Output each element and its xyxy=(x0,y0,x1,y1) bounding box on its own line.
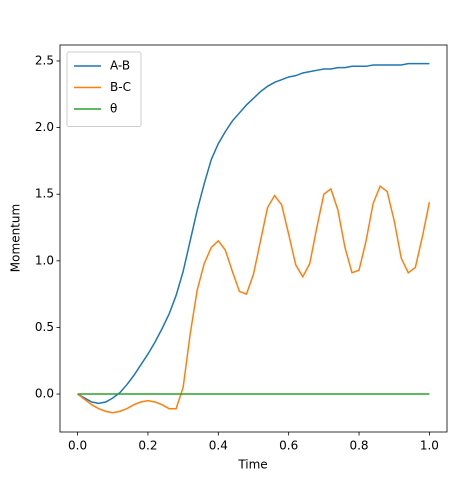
y-tick-label: 0.5 xyxy=(35,320,54,334)
axes-frame xyxy=(59,44,448,433)
y-tick-label: 1.0 xyxy=(35,253,54,267)
y-tick-label: 2.0 xyxy=(35,120,54,134)
legend-label: B-C xyxy=(110,80,131,94)
x-tick-label: 0.2 xyxy=(138,439,157,453)
x-tick-label: 1.0 xyxy=(420,439,439,453)
x-axis-label: Time xyxy=(237,458,267,472)
data-line xyxy=(77,185,431,414)
y-tick-label: 1.5 xyxy=(35,187,54,201)
x-tick-label: 0.0 xyxy=(68,439,87,453)
legend-label: A-B xyxy=(110,59,130,73)
x-tick-label: 0.6 xyxy=(279,439,298,453)
y-axis-label: Momentum xyxy=(9,204,23,272)
x-tick-label: 0.8 xyxy=(349,439,368,453)
legend-box xyxy=(66,51,142,127)
y-tick-label: 2.5 xyxy=(35,53,54,67)
x-tick-label: 0.4 xyxy=(209,439,228,453)
legend-label: θ xyxy=(110,102,117,116)
y-tick-label: 0.0 xyxy=(35,387,54,401)
data-line xyxy=(77,62,430,405)
